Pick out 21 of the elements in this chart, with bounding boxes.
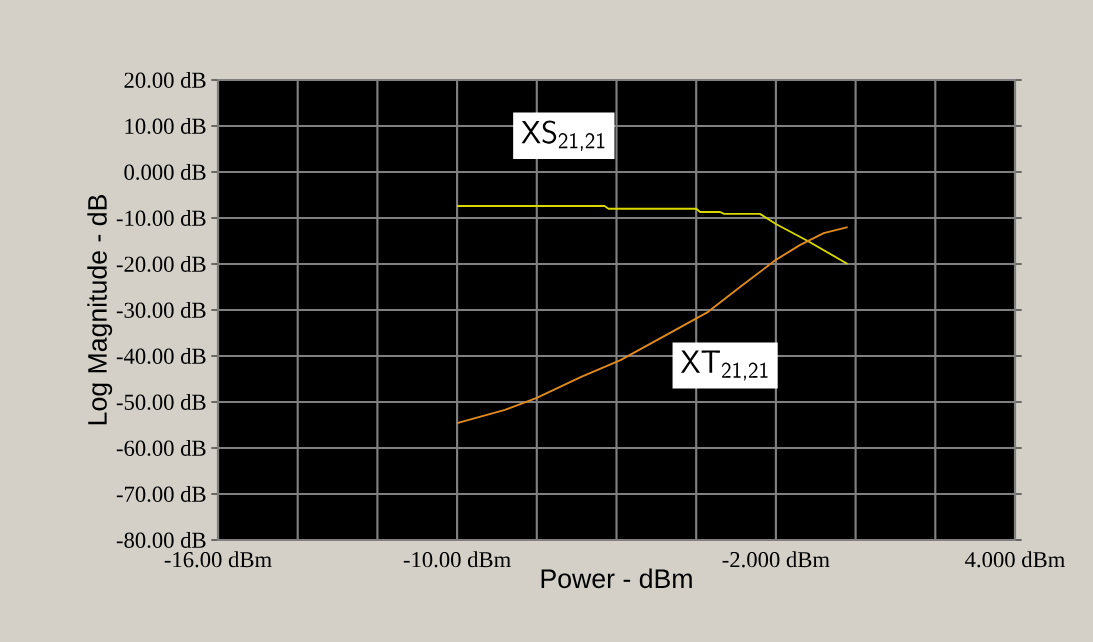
series-label: XS$_{21,21}$	[521, 120, 605, 151]
y-tick-label: -20.00 dB	[116, 255, 206, 272]
y-tick-label: -80.00 dB	[116, 531, 206, 548]
y-tick-label: -40.00 dB	[116, 347, 206, 364]
x-tick-label: -16.00 dBm	[164, 551, 272, 568]
x-tick-label: -10.00 dBm	[403, 551, 511, 568]
y-tick-label: 20.00 dB	[124, 71, 206, 88]
y-tick-label: -30.00 dB	[116, 301, 206, 318]
y-tick-label: -50.00 dB	[116, 393, 206, 410]
x-axis-title: Power - dBm	[541, 568, 692, 589]
y-tick-label: 0.000 dB	[124, 163, 206, 180]
y-tick-label: -60.00 dB	[116, 439, 206, 456]
y-tick-label: -10.00 dB	[116, 209, 206, 226]
line-series	[456, 205, 849, 265]
x-tick-label: 4.000 dBm	[965, 551, 1065, 568]
y-axis-title: Log Magnitude - dB	[87, 195, 113, 425]
series-label: XT$_{21,21}$	[680, 350, 768, 381]
y-tick-label: 10.00 dB	[125, 117, 206, 134]
x-tick-label: -2.000 dBm	[722, 551, 830, 568]
y-tick-label: -70.00 dB	[116, 485, 206, 502]
line-series	[456, 226, 849, 425]
